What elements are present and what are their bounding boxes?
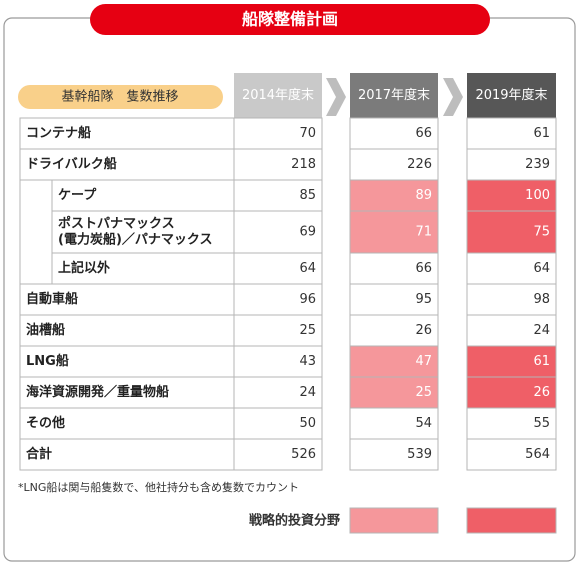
highlight-cell (466, 345, 557, 378)
row-label: その他 (26, 415, 65, 431)
value-cell (466, 314, 557, 347)
cell-value: 71 (415, 225, 432, 240)
cell-value: 69 (299, 225, 316, 240)
cell-value: 26 (533, 385, 550, 400)
cell-value: 64 (299, 261, 316, 276)
column-header (234, 73, 322, 118)
row-label: 自動車船 (26, 291, 78, 307)
cell-value: 70 (299, 126, 316, 141)
value-cell (349, 148, 439, 181)
value-cell (349, 438, 439, 471)
title: 船隊整備計画 (242, 10, 338, 29)
value-cell (466, 407, 557, 440)
value-cell (466, 148, 557, 181)
row-label: ケープ (58, 188, 97, 203)
row-label-cell (19, 148, 235, 181)
cell-value: 239 (525, 157, 550, 172)
cell-value: 55 (533, 416, 550, 431)
row-label: 海洋資源開発／重量物船 (26, 384, 169, 400)
cell-value: 98 (533, 292, 550, 307)
note: *LNG船は関与船隻数で、他社持分も含め隻数でカウント (18, 480, 299, 494)
legend-label: 戦略的投資分野 (249, 513, 340, 529)
row-label: 合計 (26, 446, 52, 462)
highlight-cell (466, 210, 557, 254)
value-cell (233, 210, 323, 254)
value-cell (233, 376, 323, 409)
highlight-cell (466, 179, 557, 212)
cell-value: 564 (525, 447, 550, 462)
row-label: LNG船 (26, 353, 69, 369)
highlight-cell (349, 345, 439, 378)
row-label-cell (19, 438, 235, 471)
cell-value: 526 (291, 447, 316, 462)
value-cell (349, 407, 439, 440)
highlight-cell (349, 376, 439, 409)
row-label-cell (51, 210, 235, 254)
row-label: 上記以外 (58, 260, 110, 276)
value-cell (233, 117, 323, 150)
row-label: 油槽船 (26, 322, 65, 338)
cell-value: 25 (415, 385, 432, 400)
row-label: ポストパナマックス (58, 216, 175, 232)
cell-value: 61 (533, 126, 550, 141)
legend-swatch (349, 507, 439, 534)
subtitle-pill (18, 85, 223, 109)
cell-value: 539 (407, 447, 432, 462)
cell-value: 25 (299, 323, 316, 338)
legend-swatch (466, 507, 557, 534)
cell-value: 26 (415, 323, 432, 338)
column-header (467, 73, 556, 118)
row-label: (電力炭船)／パナマックス (58, 232, 213, 248)
cell-value: 66 (415, 261, 432, 276)
cell-value: 43 (299, 354, 316, 369)
arrow (326, 78, 346, 116)
cell-value: 95 (415, 292, 432, 307)
value-cell (233, 179, 323, 212)
cell-value: 85 (299, 188, 316, 203)
cell-value: 226 (407, 157, 432, 172)
highlight-cell (349, 210, 439, 254)
cell-value: 96 (299, 292, 316, 307)
row-label: ドライバルク船 (26, 156, 117, 172)
title-pill (90, 4, 490, 35)
cell-value: 61 (533, 354, 550, 369)
value-cell (466, 438, 557, 471)
cell-value: 218 (291, 157, 316, 172)
cell-value: 54 (415, 416, 432, 431)
cell-value: 75 (533, 225, 550, 240)
subtitle: 基幹船隊 隻数推移 (61, 89, 178, 105)
value-cell (349, 252, 439, 285)
cell-value: 89 (415, 188, 432, 203)
value-cell (233, 283, 323, 316)
value-cell (466, 283, 557, 316)
row-label: コンテナ船 (26, 125, 91, 141)
cell-value: 47 (415, 354, 432, 369)
row-label-cell (19, 407, 235, 440)
value-cell (233, 438, 323, 471)
cell-value: 66 (415, 126, 432, 141)
cell-value: 64 (533, 261, 550, 276)
arrow (443, 78, 463, 116)
value-cell (349, 283, 439, 316)
value-cell (233, 407, 323, 440)
value-cell (466, 117, 557, 150)
value-cell (349, 117, 439, 150)
column-header-label: 2014年度末 (242, 87, 314, 103)
cell-value: 24 (299, 385, 316, 400)
column-header (350, 73, 438, 118)
cell-value: 50 (299, 416, 316, 431)
cell-value: 24 (533, 323, 550, 338)
column-header-label: 2017年度末 (358, 87, 430, 103)
value-cell (233, 314, 323, 347)
value-cell (233, 252, 323, 285)
cell-value: 100 (525, 188, 550, 203)
highlight-cell (349, 179, 439, 212)
column-header-label: 2019年度末 (475, 87, 547, 103)
